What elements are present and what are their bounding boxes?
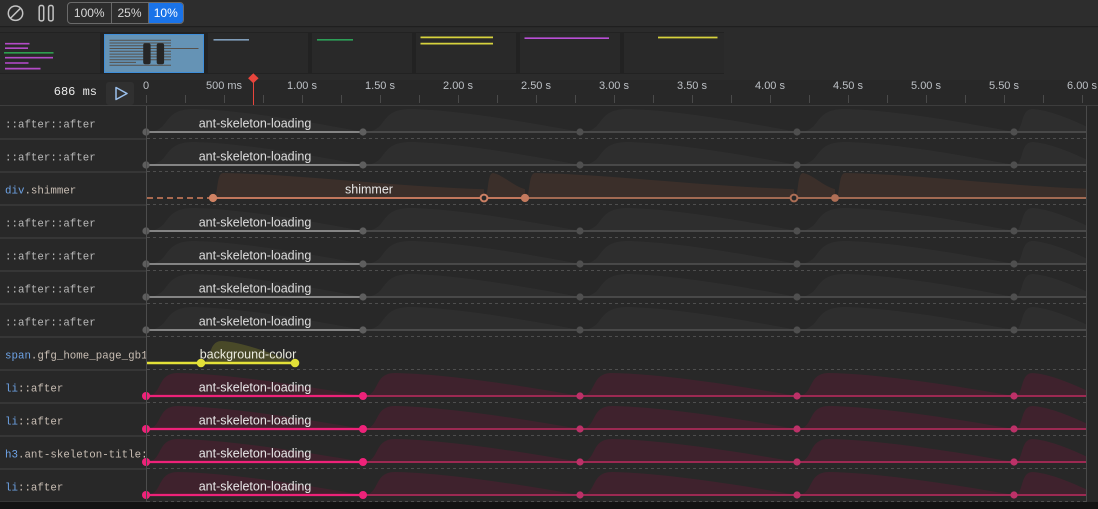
svg-text:::after::after: ::after::after <box>5 285 96 297</box>
svg-text:ant-skeleton-loading: ant-skeleton-loading <box>199 414 312 428</box>
svg-text:::after::after: ::after::after <box>5 318 96 330</box>
svg-text:div.shimmer: div.shimmer <box>5 186 76 198</box>
svg-text:background-color: background-color <box>200 348 297 362</box>
svg-text:ant-skeleton-loading: ant-skeleton-loading <box>199 282 312 296</box>
svg-text:li::after: li::after <box>5 384 63 396</box>
svg-text:li::after: li::after <box>5 417 63 429</box>
svg-text:::after::after: ::after::after <box>5 153 96 165</box>
svg-text:ant-skeleton-loading: ant-skeleton-loading <box>199 150 312 164</box>
svg-text:ant-skeleton-loading: ant-skeleton-loading <box>199 249 312 263</box>
svg-text:::after::after: ::after::after <box>5 252 96 264</box>
svg-text:shimmer: shimmer <box>345 183 393 197</box>
svg-text:::after::after: ::after::after <box>5 120 96 132</box>
svg-text:ant-skeleton-loading: ant-skeleton-loading <box>199 216 312 230</box>
svg-text:ant-skeleton-loading: ant-skeleton-loading <box>199 480 312 494</box>
svg-text:ant-skeleton-loading: ant-skeleton-loading <box>199 117 312 131</box>
svg-text:ant-skeleton-loading: ant-skeleton-loading <box>199 447 312 461</box>
svg-text:ant-skeleton-loading: ant-skeleton-loading <box>199 315 312 329</box>
svg-text:li::after: li::after <box>5 483 63 495</box>
svg-text:h3.ant-skeleton-title::: h3.ant-skeleton-title:: <box>5 450 154 462</box>
svg-text:ant-skeleton-loading: ant-skeleton-loading <box>199 381 312 395</box>
svg-text:::after::after: ::after::after <box>5 219 96 231</box>
svg-text:span.gfg_home_page_gb1: span.gfg_home_page_gb1 <box>5 351 148 363</box>
